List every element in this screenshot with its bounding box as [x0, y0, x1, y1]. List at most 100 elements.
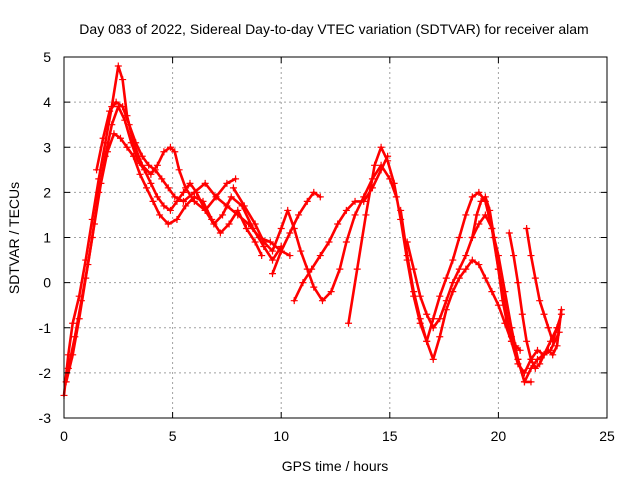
data-point: [166, 143, 174, 151]
series-track-6: [269, 188, 324, 278]
data-point: [245, 220, 253, 228]
data-point: [410, 265, 418, 273]
data-point: [286, 252, 294, 260]
data-point: [549, 337, 557, 345]
data-point: [114, 62, 122, 70]
data-point: [520, 378, 528, 386]
data-point: [549, 351, 557, 359]
data-point: [488, 288, 496, 296]
data-point: [540, 310, 548, 318]
data-point: [71, 333, 79, 341]
data-point: [232, 175, 240, 183]
data-point: [455, 274, 463, 282]
data-point: [229, 184, 237, 192]
data-point: [436, 333, 444, 341]
data-point: [455, 234, 463, 241]
data-point: [156, 211, 164, 219]
data-point: [527, 378, 535, 386]
data-point: [130, 152, 138, 160]
data-point: [240, 202, 248, 210]
data-point: [527, 355, 535, 363]
data-point: [234, 211, 242, 219]
series-track-2: [62, 103, 285, 386]
data-point: [316, 252, 324, 260]
data-point: [125, 121, 133, 129]
data-point: [171, 148, 179, 156]
data-point: [523, 337, 531, 345]
data-point: [132, 139, 140, 147]
data-point: [269, 247, 277, 255]
data-point: [499, 297, 507, 305]
data-point: [475, 188, 483, 196]
y-tick-label: 3: [43, 139, 51, 155]
data-point: [223, 179, 231, 187]
series-line: [405, 213, 559, 384]
data-point: [429, 324, 437, 332]
data-point: [442, 306, 450, 314]
data-point: [462, 211, 470, 219]
data-point: [468, 256, 476, 264]
y-tick-label: 0: [43, 275, 51, 291]
data-point: [84, 261, 92, 269]
data-point: [353, 265, 361, 273]
y-axis-label: SDTVAR / TECUs: [6, 182, 22, 294]
data-point: [153, 193, 161, 201]
series-line: [471, 195, 522, 352]
data-point: [468, 193, 476, 201]
series-track-4: [93, 98, 294, 260]
data-point: [377, 166, 385, 174]
data-point: [116, 134, 124, 142]
data-point: [523, 224, 531, 232]
data-point: [316, 193, 324, 201]
data-point: [505, 229, 513, 237]
data-point: [299, 279, 307, 287]
data-point: [173, 215, 181, 223]
data-point: [277, 247, 285, 255]
data-point: [540, 351, 548, 359]
data-point: [208, 215, 216, 223]
x-tick-label: 0: [60, 428, 68, 444]
data-point: [308, 265, 316, 273]
data-point: [310, 188, 318, 196]
data-point: [297, 247, 305, 255]
data-point: [377, 143, 385, 151]
data-point: [403, 252, 411, 260]
data-point: [110, 130, 118, 138]
data-point: [416, 315, 424, 323]
data-point: [553, 324, 561, 332]
data-point: [119, 76, 127, 84]
data-point: [351, 211, 359, 219]
data-point: [514, 279, 522, 287]
data-point: [160, 202, 168, 210]
data-point: [473, 211, 481, 219]
data-point: [303, 197, 311, 205]
data-point: [351, 197, 359, 205]
series-track-9: [403, 211, 561, 386]
data-point: [108, 121, 116, 129]
data-point: [490, 234, 498, 241]
series-track-1: [60, 62, 240, 399]
data-point: [531, 364, 539, 372]
data-point: [477, 197, 485, 205]
data-point: [103, 148, 111, 156]
data-point: [544, 324, 552, 332]
data-point: [182, 202, 190, 210]
data-point: [342, 238, 350, 246]
series-line: [525, 227, 563, 343]
data-point: [160, 148, 168, 156]
data-point: [158, 175, 166, 183]
data-point: [410, 288, 418, 296]
data-point: [212, 193, 220, 201]
data-point: [219, 211, 227, 219]
y-tick-label: -2: [39, 365, 52, 381]
series-line: [347, 146, 561, 375]
data-point: [345, 319, 353, 327]
data-point: [186, 179, 194, 187]
data-point: [286, 229, 294, 237]
data-point: [536, 297, 544, 305]
data-point: [518, 310, 526, 318]
data-point: [442, 274, 450, 282]
data-point: [533, 355, 541, 363]
y-tick-label: -1: [39, 320, 52, 336]
data-point: [149, 197, 157, 205]
